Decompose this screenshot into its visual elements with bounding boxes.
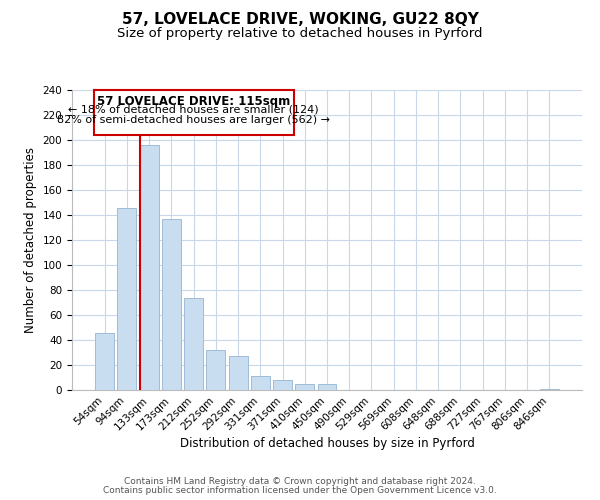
Bar — [140, 145, 158, 390]
Text: 57 LOVELACE DRIVE: 115sqm: 57 LOVELACE DRIVE: 115sqm — [97, 95, 290, 108]
Bar — [184, 298, 203, 390]
Bar — [206, 350, 225, 390]
Bar — [295, 384, 314, 390]
Y-axis label: Number of detached properties: Number of detached properties — [24, 147, 37, 333]
Text: 82% of semi-detached houses are larger (562) →: 82% of semi-detached houses are larger (… — [57, 115, 330, 125]
Bar — [118, 208, 136, 390]
Bar — [95, 332, 114, 390]
Bar — [273, 380, 292, 390]
Bar — [229, 356, 248, 390]
Text: 57, LOVELACE DRIVE, WOKING, GU22 8QY: 57, LOVELACE DRIVE, WOKING, GU22 8QY — [122, 12, 478, 28]
Text: ← 18% of detached houses are smaller (124): ← 18% of detached houses are smaller (12… — [68, 105, 319, 115]
Bar — [251, 376, 270, 390]
Text: Size of property relative to detached houses in Pyrford: Size of property relative to detached ho… — [117, 28, 483, 40]
Text: Contains HM Land Registry data © Crown copyright and database right 2024.: Contains HM Land Registry data © Crown c… — [124, 477, 476, 486]
Bar — [162, 219, 181, 390]
FancyBboxPatch shape — [94, 90, 293, 135]
Bar — [540, 389, 559, 390]
X-axis label: Distribution of detached houses by size in Pyrford: Distribution of detached houses by size … — [179, 438, 475, 450]
Bar — [317, 384, 337, 390]
Text: Contains public sector information licensed under the Open Government Licence v3: Contains public sector information licen… — [103, 486, 497, 495]
